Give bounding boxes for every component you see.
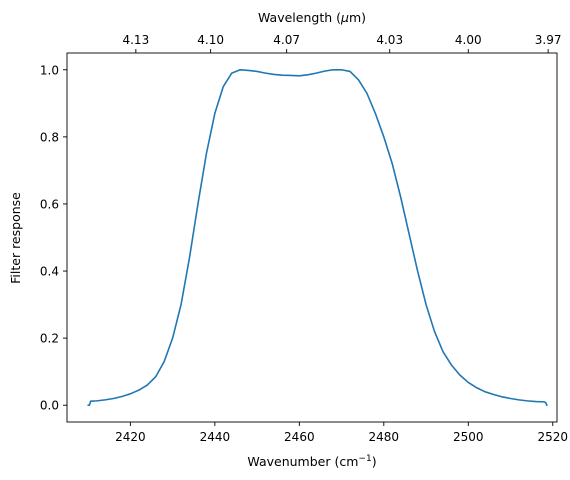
y-tick-label-0: 0.0 (40, 399, 59, 413)
y-axis-ticks: 0.0 0.2 0.4 0.6 0.8 1.0 (40, 63, 67, 413)
top-tick-label-0: 4.13 (122, 33, 149, 47)
series-layer (87, 68, 548, 407)
top-tick-label-1: 4.10 (197, 33, 224, 47)
top-axis-label-rest: m) (349, 10, 366, 25)
axes-frame (66, 52, 558, 423)
top-tick-label-5: 3.97 (535, 33, 562, 47)
x-tick-label-5: 2520 (538, 430, 569, 444)
x-tick-label-4: 2500 (453, 430, 484, 444)
x-axis-ticks: 2420 2440 2460 2480 2500 2520 (115, 422, 568, 444)
x-axis-label-exponent: −1 (358, 454, 371, 464)
top-axis-ticks: 4.13 4.10 4.07 4.03 4.00 3.97 (122, 33, 561, 53)
x-tick-label-3: 2480 (369, 430, 400, 444)
y-tick-label-4: 0.8 (40, 130, 59, 144)
series-line-0 (87, 68, 548, 407)
plot-area (67, 53, 557, 422)
y-tick-label-1: 0.2 (40, 332, 59, 346)
top-tick-label-2: 4.07 (273, 33, 300, 47)
x-tick-label-1: 2440 (200, 430, 231, 444)
x-axis-label-text: Wavenumber (cm (247, 454, 358, 469)
x-axis-label: Wavenumber (cm−1) (247, 454, 376, 469)
top-axis-label: Wavelength (μm) (258, 10, 366, 25)
x-axis-label-close: ) (372, 454, 377, 469)
y-tick-label-5: 1.0 (40, 63, 59, 77)
y-tick-label-2: 0.4 (40, 265, 59, 279)
y-axis-label: Filter response (8, 192, 23, 284)
y-tick-label-3: 0.6 (40, 197, 59, 211)
top-tick-label-3: 4.03 (376, 33, 403, 47)
top-tick-label-4: 4.00 (455, 33, 482, 47)
top-axis-label-unit: μ (340, 10, 349, 25)
top-axis-label-text: Wavelength ( (258, 10, 341, 25)
x-tick-label-2: 2460 (284, 430, 315, 444)
x-tick-label-0: 2420 (115, 430, 146, 444)
